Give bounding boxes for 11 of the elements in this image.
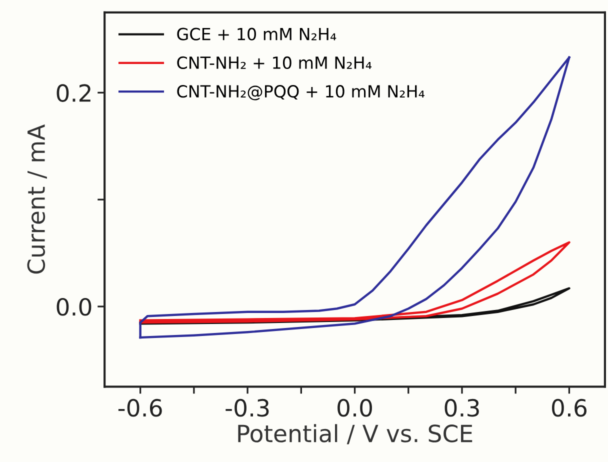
x-tick-label: 0.6 bbox=[552, 398, 587, 417]
x-tick-label: -0.6 bbox=[118, 398, 162, 417]
x-tick-label: -0.3 bbox=[226, 398, 269, 417]
legend-label: CNT-NH₂ + 10 mM N₂H₄ bbox=[177, 56, 372, 70]
x-axis-title: Potential / V vs. SCE bbox=[238, 424, 472, 444]
y-tick-label: 0.2 bbox=[56, 84, 90, 102]
x-tick-label: 0.3 bbox=[444, 398, 479, 417]
x-tick-label: 0.0 bbox=[338, 398, 372, 417]
legend-label: GCE + 10 mM N₂H₄ bbox=[177, 28, 336, 40]
legend-label: CNT-NH₂@PQQ + 10 mM N₂H₄ bbox=[177, 85, 424, 100]
y-axis-title: Current / mA bbox=[27, 124, 47, 274]
